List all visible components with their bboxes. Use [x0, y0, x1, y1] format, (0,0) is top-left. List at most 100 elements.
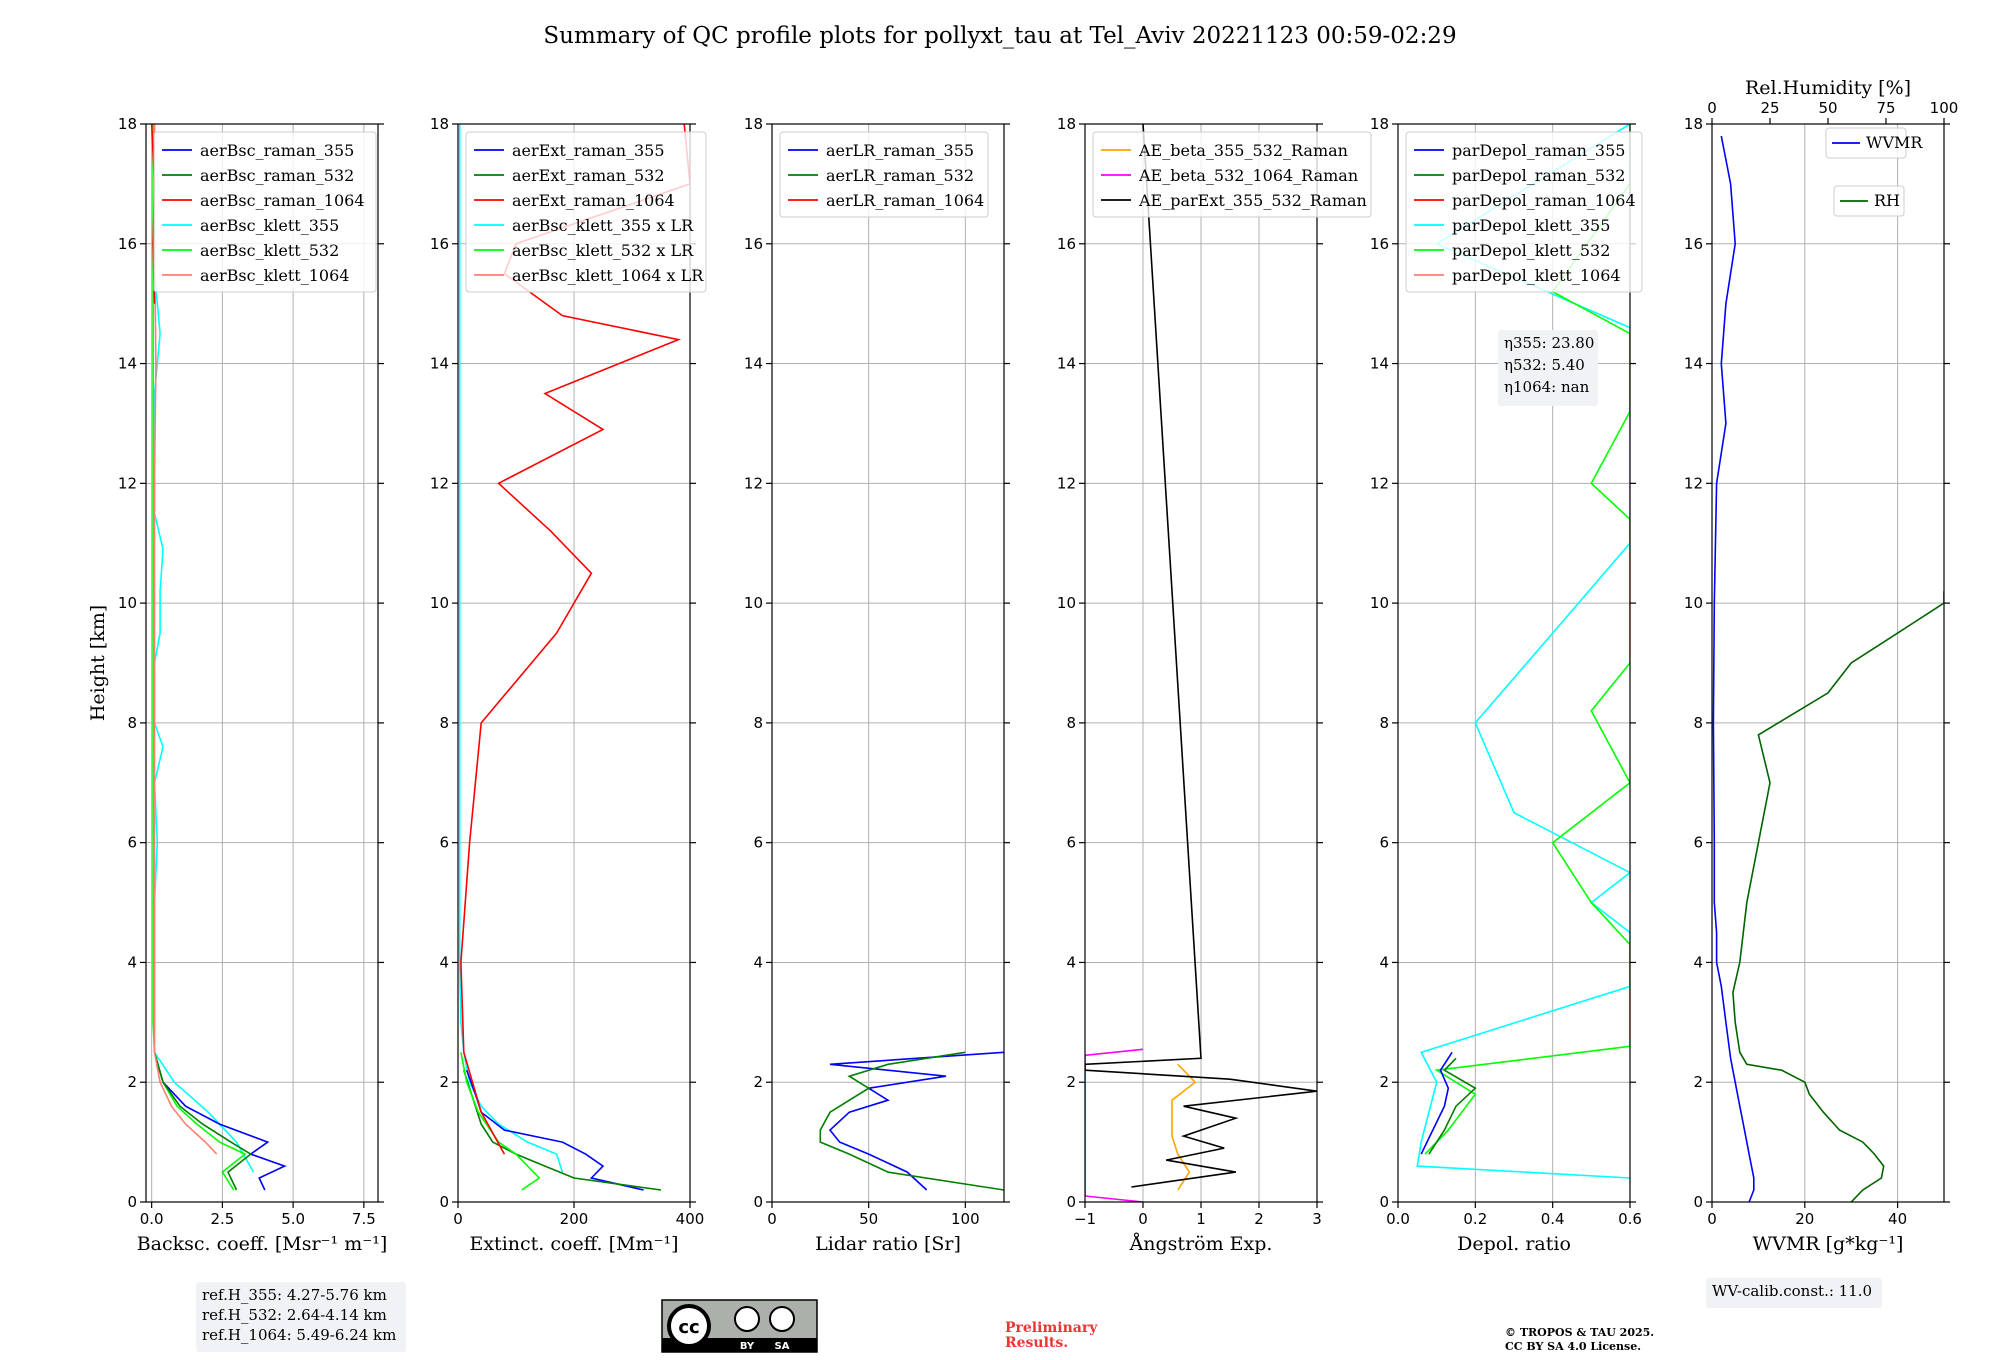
y-tick-label: 8: [1379, 714, 1389, 732]
series-aerBsc_klett_532 x LR: [460, 1052, 541, 1191]
series-group: [1085, 124, 1317, 1202]
series-AE_parExt_355_532_Raman: [1085, 124, 1317, 1188]
axes-frame: [145, 123, 379, 1203]
legend-label: aerBsc_raman_532: [200, 166, 354, 185]
y-tick-label: 14: [744, 355, 763, 373]
x-tick-label: 5.0: [281, 1210, 305, 1228]
legend: aerBsc_raman_355 aerBsc_raman_532 aerBsc_r…: [153, 131, 377, 293]
y-tick-label: 14: [118, 355, 137, 373]
figure-title: Summary of QC profile plots for pollyxt_…: [543, 23, 1456, 49]
y-tick-label: 16: [118, 235, 137, 253]
annotation-line: ref.H_532: 2.64-4.14 km: [202, 1306, 387, 1324]
copyright-line1: © TROPOS & TAU 2025.: [1505, 1326, 1654, 1339]
x-tick-label: 0.4: [1541, 1210, 1565, 1228]
legend-label: WVMR: [1866, 133, 1923, 152]
series-aerBsc_klett_532: [152, 124, 247, 1191]
y-tick-label: 12: [1057, 474, 1076, 492]
x-tick-label: 50: [859, 1210, 878, 1228]
y-tick-label: 6: [1379, 834, 1389, 852]
annotation-box: [1706, 1278, 1882, 1308]
annotation-line: η355: 23.80: [1504, 334, 1594, 352]
series-group: [150, 124, 287, 1191]
panel-bsc: 0 2 4 6 8 10 12 14 16 18 0.0 2.5 5.0 7.5 Backsc. coeff…: [118, 115, 406, 1352]
top-x-tick-label: 100: [1930, 99, 1959, 117]
y-tick-label: 4: [1693, 953, 1703, 971]
legend-RH: RH: [1833, 185, 1905, 217]
y-tick-label: 0: [1379, 1193, 1389, 1211]
series-aerLR_raman_355: [828, 1051, 1004, 1191]
x-tick-label: 0.0: [140, 1210, 164, 1228]
y-tick-label: 6: [1693, 834, 1703, 852]
y-tick-label: 8: [127, 714, 137, 732]
preliminary-text-line2: Results.: [1005, 1335, 1068, 1351]
legend-box: [153, 131, 377, 293]
series-aerBsc_klett_355 x LR: [458, 124, 564, 1173]
cc-icon-label: cc: [678, 1317, 699, 1338]
annotation-line: ref.H_1064: 5.49-6.24 km: [202, 1326, 396, 1344]
top-x-tick-label: 75: [1876, 99, 1895, 117]
y-tick-label: 8: [1693, 714, 1703, 732]
legend-box: [779, 131, 989, 218]
legend-label: AE_beta_355_532_Raman: [1138, 141, 1348, 160]
legend-label: aerExt_raman_1064: [512, 191, 675, 210]
x-tick-label: 3: [1312, 1210, 1322, 1228]
y-tick-label: 10: [430, 594, 449, 612]
panel-lr: 0 2 4 6 8 10 12 14 16 18 0 50 100 Lidar ratio [Sr] aer…: [744, 115, 1010, 1255]
legend-label: parDepol_klett_1064: [1452, 266, 1621, 285]
axes-frame: [1711, 123, 1945, 1203]
top-x-tick-label: 0: [1707, 99, 1717, 117]
y-tick-label: 6: [753, 834, 763, 852]
legend-label: aerBsc_klett_532: [200, 241, 339, 260]
legend-label: AE_parExt_355_532_Raman: [1138, 191, 1367, 210]
y-tick-label: 12: [118, 474, 137, 492]
annotation-depol: η355: 23.80 η532: 5.40 η1064: nan: [1498, 330, 1598, 406]
y-tick-label: 10: [118, 594, 137, 612]
legend-label: parDepol_raman_355: [1452, 141, 1625, 160]
y-tick-label: 6: [127, 834, 137, 852]
y-tick-label: 10: [744, 594, 763, 612]
series-group: [1416, 124, 1630, 1179]
legend-label: aerLR_raman_355: [826, 141, 974, 160]
annotation-line: WV-calib.const.: 11.0: [1712, 1282, 1872, 1300]
series-group: [1712, 135, 1944, 1202]
x-tick-label: 20: [1795, 1210, 1814, 1228]
x-axis-label: Extinct. coeff. [Mm⁻¹]: [469, 1233, 678, 1255]
y-tick-label: 4: [1066, 953, 1076, 971]
x-axis-label: Backsc. coeff. [Msr⁻¹ m⁻¹]: [137, 1233, 388, 1255]
y-tick-label: 4: [753, 953, 763, 971]
y-tick-label: 12: [430, 474, 449, 492]
y-tick-label: 8: [1066, 714, 1076, 732]
legend: aerLR_raman_355 aerLR_raman_532 aerLR_rama…: [779, 131, 989, 218]
legend: aerExt_raman_355 aerExt_raman_532 aerExt_r…: [465, 131, 707, 293]
axes-frame: [1397, 123, 1631, 1203]
legend-label: aerBsc_klett_532 x LR: [512, 241, 694, 260]
legend-label: RH: [1874, 191, 1900, 210]
y-tick-label: 14: [430, 355, 449, 373]
y-tick-label: 6: [1066, 834, 1076, 852]
y-tick-label: 2: [1693, 1073, 1703, 1091]
series-parDepol_raman_532: [1428, 1057, 1477, 1155]
legend-box: [1825, 127, 1907, 159]
y-tick-label: 12: [744, 474, 763, 492]
by-icon: [734, 1306, 760, 1332]
annotation-box: [196, 1282, 406, 1352]
legend-box: [1405, 131, 1643, 293]
series-RH: [1732, 591, 1944, 1202]
y-tick-label: 16: [1684, 235, 1703, 253]
x-tick-label: 0.0: [1386, 1210, 1410, 1228]
by-label: BY: [740, 1341, 755, 1352]
annotation-box: [1498, 330, 1598, 406]
y-tick-label: 16: [430, 235, 449, 253]
series-aerBsc_klett_1064: [153, 124, 218, 1155]
legend-box: [1833, 185, 1905, 217]
x-axis-label: Ångström Exp.: [1129, 1233, 1273, 1255]
legend-label: aerBsc_raman_1064: [200, 191, 365, 210]
x-tick-label: 40: [1888, 1210, 1907, 1228]
series-aerLR_raman_532: [819, 1051, 1004, 1191]
sa-label: SA: [775, 1341, 790, 1352]
y-tick-label: 18: [1057, 115, 1076, 133]
x-axis-label: Lidar ratio [Sr]: [815, 1233, 961, 1255]
y-tick-label: 0: [1693, 1193, 1703, 1211]
y-tick-label: 10: [1370, 594, 1389, 612]
